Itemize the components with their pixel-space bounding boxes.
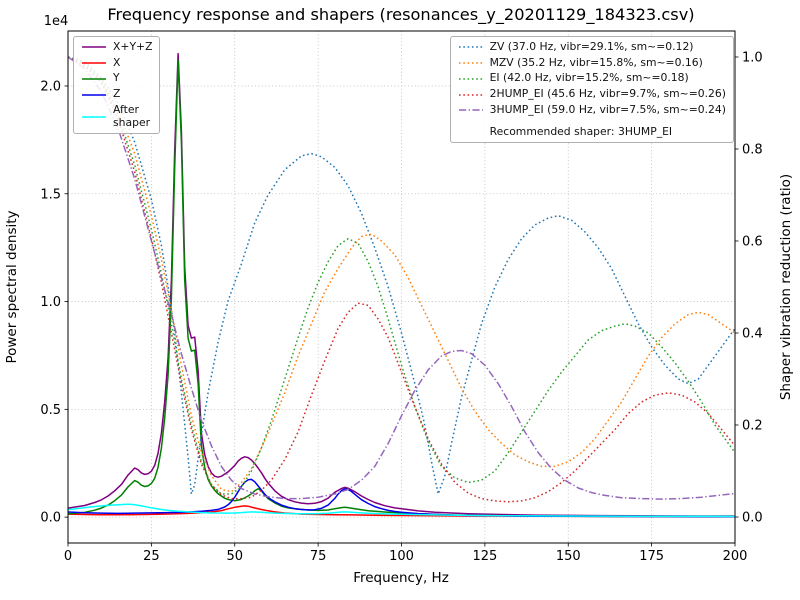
axis-offset-text: 1e4 [44, 14, 69, 29]
legend-sample [458, 46, 483, 49]
x-tick-label: 75 [310, 549, 327, 564]
legend-label: 3HUMP_EI (59.0 Hz, vibr=7.5%, sm~=0.24) [489, 102, 726, 116]
y-tick-label-right: 0.6 [742, 234, 763, 249]
legend-label: Recommended shaper: 3HUMP_EI [489, 124, 673, 138]
legend-label: X [113, 55, 121, 69]
legend-entry: Recommended shaper: 3HUMP_EI [458, 124, 726, 139]
legend-sample [458, 109, 483, 112]
legend-label: EI (42.0 Hz, vibr=15.2%, sm~=0.18) [489, 71, 689, 85]
legend-label: X+Y+Z [113, 40, 153, 53]
y-tick-label-right: 0.4 [742, 327, 763, 342]
y-tick-label-left: 1.5 [40, 187, 61, 202]
legend-label: MZV (35.2 Hz, vibr=15.8%, sm~=0.16) [489, 55, 703, 69]
legend-shapers: ZV (37.0 Hz, vibr=29.1%, sm~=0.12) MZV (3… [449, 36, 734, 144]
x-tick-label: 200 [723, 549, 748, 564]
legend-psd: X+Y+Z X Y Z After shaper [73, 36, 161, 135]
legend-sample [458, 62, 483, 64]
legend-entry: Y [81, 72, 152, 85]
x-tick-label: 150 [556, 549, 581, 564]
legend-label: After shaper [113, 102, 151, 129]
legend-entry: EI (42.0 Hz, vibr=15.2%, sm~=0.18) [458, 72, 726, 85]
legend-label: Z [113, 87, 121, 101]
x-tick-label: 175 [639, 549, 664, 564]
x-tick-label: 50 [226, 549, 243, 564]
y-tick-label-left: 0.5 [40, 403, 61, 418]
legend-sample [458, 78, 483, 80]
x-tick-label: 0 [64, 549, 72, 564]
legend-entry: ZV (37.0 Hz, vibr=29.1%, sm~=0.12) [458, 40, 726, 54]
y-tick-label-left: 1.0 [40, 295, 61, 310]
legend-sample [458, 93, 483, 96]
legend-sample [82, 62, 106, 64]
legend-label: Y [113, 71, 120, 85]
legend-sample [458, 128, 484, 136]
y-tick-label-right: 0.0 [742, 511, 763, 526]
chart-title: Frequency response and shapers (resonanc… [107, 5, 694, 25]
legend-sample [82, 78, 106, 80]
legend-label: ZV (37.0 Hz, vibr=29.1%, sm~=0.12) [489, 40, 694, 53]
series-line-after-shaper [67, 503, 736, 518]
legend-sample [82, 93, 106, 96]
series-line-zv [67, 56, 736, 495]
legend-label: 2HUMP_EI (45.6 Hz, vibr=9.7%, sm~=0.26) [489, 87, 726, 101]
legend-entry: X [81, 55, 152, 70]
y-axis-right-label: Shaper vibration reduction (ratio) [778, 174, 794, 400]
legend-entry: 3HUMP_EI (59.0 Hz, vibr=7.5%, sm~=0.24) [458, 102, 726, 117]
y-tick-label-right: 1.0 [742, 50, 763, 65]
x-tick-label: 125 [472, 549, 497, 564]
y-tick-label-right: 0.8 [742, 142, 763, 157]
legend-entry: After shaper [81, 102, 152, 129]
series-line-3hump_ei [67, 56, 736, 500]
x-tick-label: 100 [389, 549, 414, 564]
x-tick-label: 25 [143, 549, 160, 564]
legend-entry: X+Y+Z [81, 40, 153, 54]
legend-sample [82, 46, 106, 49]
legend-entry: 2HUMP_EI (45.6 Hz, vibr=9.7%, sm~=0.26) [458, 87, 726, 101]
legend-entry: Z [81, 87, 152, 101]
y-axis-left-label: Power spectral density [4, 210, 20, 363]
legend-sample [82, 115, 106, 118]
series-line-xyz [67, 52, 735, 517]
series-line-x [67, 505, 736, 518]
y-tick-label-right: 0.2 [742, 419, 763, 434]
legend-entry: MZV (35.2 Hz, vibr=15.8%, sm~=0.16) [458, 55, 726, 70]
x-axis-label: Frequency, Hz [353, 570, 449, 586]
y-tick-label-left: 2.0 [40, 79, 61, 94]
series-line-y [67, 59, 735, 518]
y-tick-label-left: 0.0 [40, 511, 61, 526]
series-line-ei [67, 56, 736, 495]
